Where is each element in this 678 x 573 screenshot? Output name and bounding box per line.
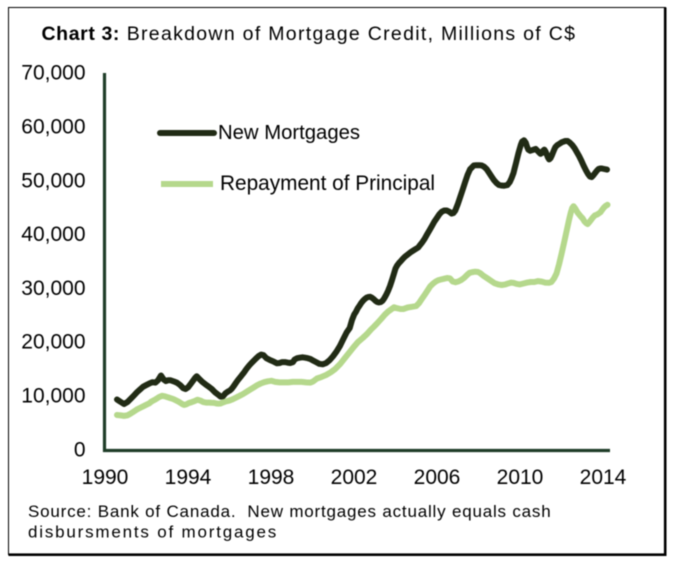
- svg-text:1990: 1990: [82, 466, 129, 489]
- svg-text:50,000: 50,000: [21, 169, 85, 192]
- svg-text:0: 0: [74, 438, 86, 461]
- svg-text:10,000: 10,000: [21, 385, 85, 408]
- svg-text:40,000: 40,000: [21, 223, 85, 246]
- svg-text:70,000: 70,000: [21, 61, 85, 84]
- svg-text:disbursments of mortgages: disbursments of mortgages: [28, 523, 278, 542]
- svg-text:2002: 2002: [331, 466, 378, 489]
- svg-text:30,000: 30,000: [21, 277, 85, 300]
- svg-text:60,000: 60,000: [21, 115, 85, 138]
- svg-text:Source: Bank of Canada. New m: Source: Bank of Canada. New mortgages ac…: [28, 502, 551, 521]
- svg-text:2014: 2014: [580, 466, 627, 489]
- svg-text:1998: 1998: [248, 466, 295, 489]
- svg-text:New Mortgages: New Mortgages: [218, 122, 360, 144]
- svg-text:20,000: 20,000: [21, 331, 85, 354]
- svg-text:Repayment of Principal: Repayment of Principal: [220, 172, 435, 195]
- svg-text:1994: 1994: [165, 466, 212, 489]
- svg-text:2006: 2006: [414, 466, 461, 489]
- svg-text:Chart 3: Breakdown of Mortgage: Chart 3: Breakdown of Mortgage Credit, M…: [42, 23, 577, 45]
- svg-text:2010: 2010: [497, 466, 544, 489]
